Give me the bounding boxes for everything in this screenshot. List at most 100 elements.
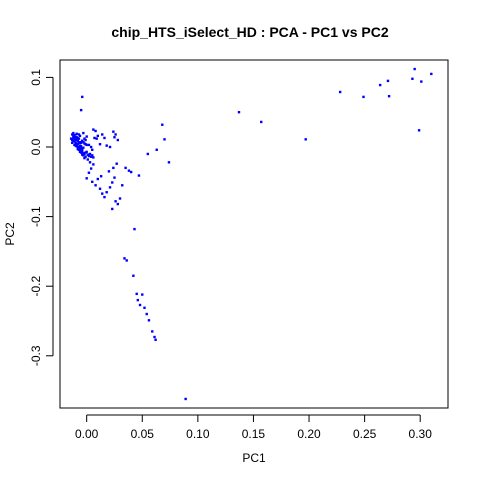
data-point [95, 137, 98, 140]
data-point [78, 134, 82, 138]
data-point [125, 259, 128, 262]
data-point [75, 132, 78, 135]
data-point [91, 148, 94, 151]
data-point [94, 184, 97, 187]
data-point [72, 131, 75, 135]
data-point [411, 77, 414, 80]
data-point [417, 129, 421, 132]
data-point [73, 140, 76, 143]
data-point [304, 138, 307, 141]
data-point [113, 136, 116, 139]
data-point [123, 257, 126, 260]
data-point [101, 192, 104, 195]
data-point [111, 207, 114, 211]
data-point [77, 146, 81, 149]
data-point [89, 145, 93, 149]
data-point [161, 123, 164, 126]
data-point [105, 191, 108, 194]
data-point [151, 330, 154, 333]
data-point [260, 120, 263, 124]
data-point [76, 139, 79, 142]
data-point [85, 150, 88, 154]
data-point [413, 67, 416, 71]
data-point [79, 108, 83, 112]
data-point [138, 303, 142, 307]
data-point [79, 151, 83, 154]
data-point [133, 227, 136, 231]
data-point [76, 143, 79, 146]
y-tick-label: -0.3 [29, 345, 43, 366]
data-point [362, 95, 365, 99]
data-point [86, 153, 89, 156]
data-point [135, 292, 138, 296]
plot-frame [59, 59, 449, 409]
data-point [386, 79, 390, 83]
data-point [88, 161, 92, 164]
data-point [92, 156, 95, 159]
y-axis: -0.3 -0.2 -0.1 0.0 0.1 [29, 69, 54, 366]
data-point [87, 171, 91, 174]
data-point [81, 149, 84, 153]
data-point [79, 145, 83, 148]
data-point [430, 72, 433, 76]
data-point [112, 130, 115, 133]
data-point [338, 90, 342, 94]
data-point [146, 152, 150, 156]
y-tick-label: 0.0 [29, 138, 43, 155]
data-point [96, 134, 99, 138]
data-point [71, 133, 74, 136]
data-point [83, 137, 86, 140]
data-point [82, 154, 85, 157]
data-point [81, 95, 84, 99]
data-point [105, 144, 108, 147]
data-point [87, 154, 91, 158]
data-point [136, 298, 140, 302]
data-point [96, 177, 99, 181]
data-point [115, 162, 118, 165]
data-point [147, 319, 151, 322]
data-point [132, 274, 135, 277]
data-point [103, 195, 106, 199]
data-point [73, 133, 76, 137]
data-point [143, 306, 146, 309]
data-point [84, 155, 87, 158]
data-point [108, 186, 112, 189]
y-axis-label: PC2 [3, 222, 17, 246]
data-point [93, 136, 96, 140]
data-point [85, 143, 88, 147]
data-point [77, 133, 81, 136]
data-points [69, 67, 433, 401]
data-point [141, 293, 144, 296]
data-point [184, 397, 187, 401]
data-point [237, 111, 241, 114]
data-point [114, 133, 117, 136]
data-point [137, 174, 141, 177]
data-point [111, 181, 114, 184]
data-point [98, 187, 102, 190]
data-point [124, 166, 127, 170]
data-point [107, 170, 111, 173]
data-point [79, 141, 83, 145]
x-tick-label: 0.30 [409, 427, 433, 441]
data-point [81, 147, 84, 151]
data-point [387, 94, 391, 98]
data-point [101, 133, 104, 136]
data-point [113, 176, 116, 179]
data-point [85, 177, 88, 180]
data-point [167, 161, 171, 164]
data-point [420, 80, 423, 83]
data-point [116, 202, 120, 206]
data-point [91, 180, 94, 183]
data-point [92, 163, 95, 166]
data-point [89, 167, 93, 170]
data-point [121, 184, 124, 187]
y-tick-label: -0.1 [29, 206, 43, 227]
data-point [99, 175, 103, 178]
data-point [92, 128, 95, 131]
x-axis-label: PC1 [242, 451, 266, 465]
x-tick-label: 0.15 [242, 427, 266, 441]
data-point [127, 169, 131, 172]
data-point [116, 138, 120, 142]
